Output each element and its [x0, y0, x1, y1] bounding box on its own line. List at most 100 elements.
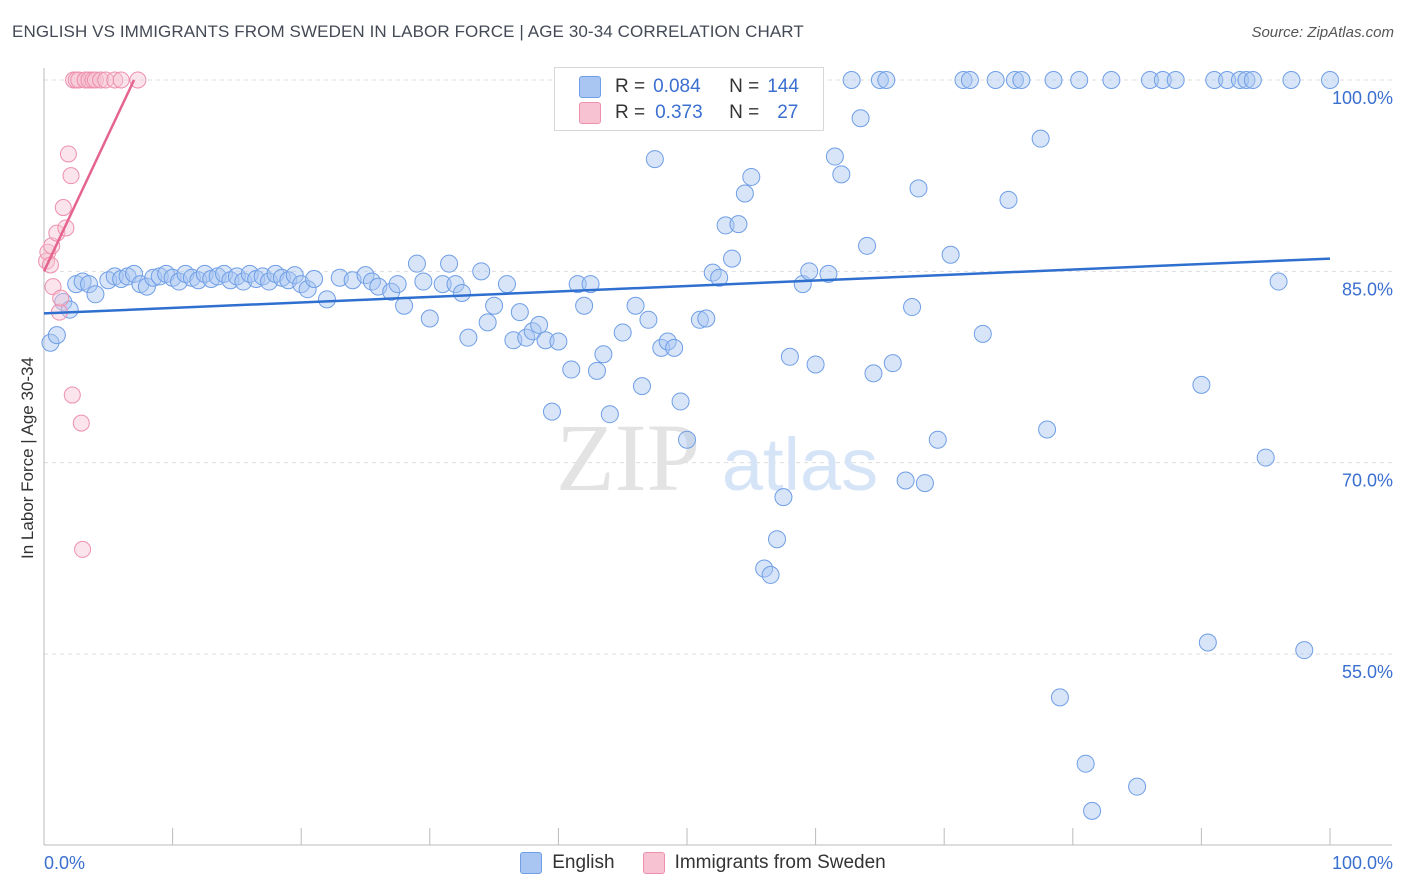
sweden-point [129, 71, 147, 89]
r-label: R = [615, 102, 646, 123]
english-point [542, 402, 561, 421]
n-label: N = [729, 76, 760, 97]
english-point [497, 275, 516, 294]
legend-label-sweden: Immigrants from Sweden [674, 852, 886, 873]
sweden-point [59, 145, 77, 163]
watermark-zip: ZIP [556, 404, 700, 511]
english-point [864, 364, 883, 383]
y-tick-label: 55.0% [1342, 662, 1393, 682]
english-point [1230, 71, 1249, 89]
english-point [665, 338, 684, 357]
english-point [774, 488, 793, 507]
sweden-point [70, 71, 88, 89]
english-point [125, 264, 144, 283]
english-point [523, 322, 542, 341]
english-point [1005, 71, 1024, 89]
english-point [1102, 71, 1121, 89]
english-point [742, 167, 761, 186]
english-point [1295, 641, 1314, 660]
english-point [806, 355, 825, 374]
bottom-legend: English Immigrants from Sweden [0, 852, 1406, 874]
english-point [800, 262, 819, 281]
english-point [761, 565, 780, 584]
english-point [562, 360, 581, 379]
english-point [1050, 688, 1069, 707]
english-point [305, 269, 324, 288]
watermark-atlas: atlas [722, 423, 878, 506]
sweden-trend-line [42, 79, 136, 272]
english-point [517, 328, 536, 347]
english-point [652, 338, 671, 357]
english-point [1012, 71, 1031, 89]
legend-item-english[interactable]: English [520, 852, 615, 874]
english-point [587, 361, 606, 380]
n-label: N = [729, 102, 760, 123]
english-point [137, 277, 156, 296]
english-point [41, 333, 60, 352]
sweden-swatch [579, 102, 601, 124]
n-value-english: 144 [767, 76, 799, 97]
english-point [60, 300, 79, 319]
english-point [472, 262, 491, 281]
english-point [1031, 129, 1050, 148]
trend-lines [42, 79, 1331, 315]
english-point [298, 280, 317, 299]
english-point [485, 296, 504, 315]
english-point [189, 271, 208, 290]
r-label: R = [615, 76, 646, 97]
english-point [1044, 71, 1063, 89]
english-point [440, 254, 459, 273]
english-points [41, 71, 1339, 820]
stats-row-english: R = 0.084 N = 144 [579, 74, 799, 100]
y-axis-label: In Labor Force | Age 30-34 [18, 357, 37, 559]
english-point [729, 215, 748, 234]
english-point [1321, 71, 1339, 89]
english-point [896, 471, 915, 490]
n-value-sweden: 27 [777, 102, 799, 123]
grid-lines [44, 79, 1392, 655]
sweden-point [52, 289, 70, 307]
english-point [716, 216, 735, 235]
english-point [877, 71, 896, 89]
english-point [883, 354, 902, 373]
r-value-sweden: 0.373 [655, 102, 703, 123]
english-point [433, 275, 452, 294]
sweden-point [63, 386, 81, 404]
english-point [388, 275, 407, 294]
axes [43, 68, 1392, 846]
english-point [478, 313, 497, 332]
english-point [1166, 71, 1185, 89]
english-point [1140, 71, 1159, 89]
english-point [452, 284, 471, 303]
english-point [613, 323, 632, 342]
legend-item-sweden[interactable]: Immigrants from Sweden [642, 852, 886, 874]
english-point [80, 275, 99, 294]
stats-row-sweden: R = 0.373 N = 27 [579, 100, 798, 126]
english-point [1083, 801, 1102, 820]
english-legend-swatch [520, 852, 543, 874]
x-tick-label: 0.0% [44, 853, 85, 873]
english-point [1218, 71, 1237, 89]
r-value-english: 0.084 [653, 76, 701, 97]
english-point [317, 290, 336, 309]
chart-title: ENGLISH VS IMMIGRANTS FROM SWEDEN IN LAB… [12, 22, 804, 41]
english-point [639, 310, 658, 329]
sweden-point [72, 414, 90, 432]
english-point [671, 392, 690, 411]
english-point [594, 345, 613, 364]
y-tick-label: 70.0% [1342, 471, 1393, 491]
english-point [1038, 420, 1057, 439]
english-point [697, 309, 716, 328]
tick-labels: 100.0% 85.0% 70.0% 55.0% 0.0% 100.0% [44, 88, 1393, 873]
english-point [858, 236, 877, 255]
english-point [575, 296, 594, 315]
english-point [1192, 375, 1211, 394]
sweden-point [112, 71, 130, 89]
english-point [420, 309, 439, 328]
english-point [780, 347, 799, 366]
english-point [459, 328, 478, 347]
sweden-point [92, 71, 110, 89]
english-point [909, 179, 928, 198]
english-point [395, 296, 414, 315]
english-point [870, 71, 889, 89]
